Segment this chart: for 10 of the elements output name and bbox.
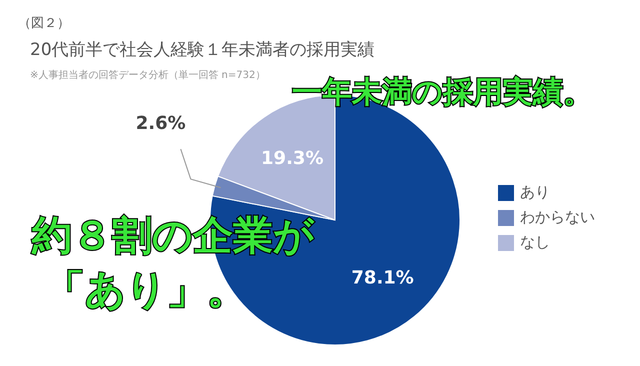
legend-label: あり	[519, 182, 551, 203]
text: 「あり」。	[45, 266, 247, 315]
chart-subtitle: ※人事担当者の回答データ分析（単一回答 n=732）	[30, 68, 266, 82]
data-label: 19.3%	[261, 148, 324, 169]
legend-label: わからない	[519, 207, 595, 228]
legend-label: なし	[519, 232, 551, 253]
data-label: 2.6%	[136, 113, 186, 134]
data-label: 78.1%	[351, 267, 414, 288]
text: （図２）	[18, 15, 70, 32]
chart-title: 20代前半で社会人経験１年未満者の採用実績	[30, 39, 375, 61]
